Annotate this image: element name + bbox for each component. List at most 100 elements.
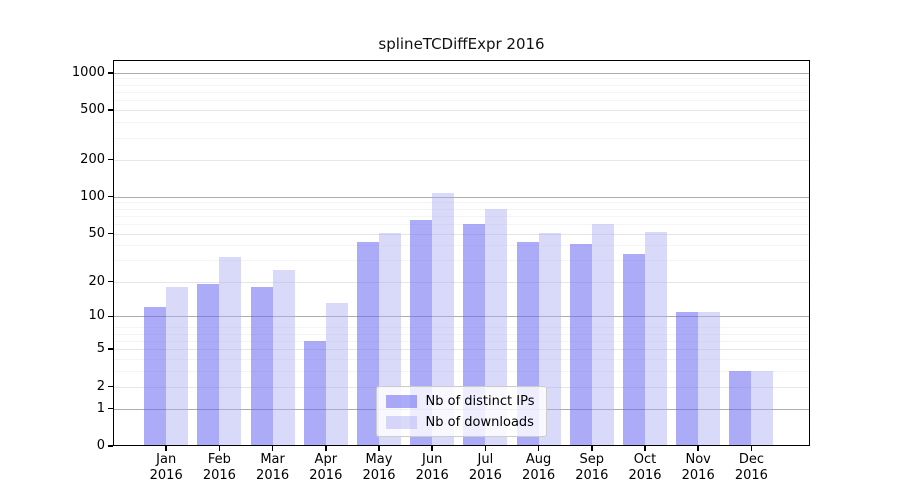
chart-title: splineTCDiffExpr 2016 [378, 35, 545, 53]
x-tick-month: May [365, 452, 393, 467]
y-gridline-minor [113, 78, 810, 80]
x-tick-year: 2016 [309, 468, 343, 483]
y-gridline-minor [113, 215, 810, 217]
x-tick-mark [165, 446, 167, 451]
y-gridline-minor [113, 202, 810, 204]
bar-jun-downloads [432, 192, 455, 446]
y-gridline-major [113, 196, 810, 198]
y-gridline-minor [113, 327, 810, 329]
y-gridline-minor [113, 100, 810, 102]
x-tick-label: Jan 2016 [131, 452, 201, 484]
y-tick-label: 500 [80, 102, 105, 118]
y-gridline-minor [113, 84, 810, 86]
y-gridline-minor [113, 122, 810, 124]
y-gridline [113, 281, 810, 283]
y-gridline-minor [113, 340, 810, 342]
y-tick-label: 0 [96, 438, 105, 453]
x-tick-label: Jul 2016 [450, 452, 520, 484]
bar-nov-distinct-ips [676, 311, 699, 446]
y-tick-label: 5 [96, 341, 105, 357]
x-tick-year: 2016 [628, 468, 662, 483]
y-tick-mark [108, 109, 113, 111]
y-gridline [113, 233, 810, 235]
x-tick-year: 2016 [202, 468, 236, 483]
y-gridline-minor [113, 223, 810, 225]
x-tick-label: Jun 2016 [397, 452, 467, 484]
legend: Nb of distinct IPs Nb of downloads [375, 386, 548, 437]
bar-oct-downloads [645, 231, 667, 446]
x-tick-year: 2016 [256, 468, 290, 483]
y-gridline-minor [113, 137, 810, 139]
y-tick-mark [108, 315, 113, 318]
x-tick-month: Dec [738, 452, 764, 467]
plot-area: Nb of distinct IPs Nb of downloads [113, 60, 810, 446]
x-tick-month: Apr [314, 452, 338, 467]
x-tick-label: Apr 2016 [291, 452, 361, 484]
y-gridline-minor [113, 371, 810, 373]
y-tick-label: 50 [88, 225, 105, 241]
bar-feb-distinct-ips [197, 284, 220, 446]
y-tick-mark [108, 280, 113, 283]
legend-item: Nb of distinct IPs [385, 392, 535, 410]
x-tick-mark [537, 446, 540, 451]
x-tick-label: May 2016 [344, 452, 414, 484]
legend-item: Nb of downloads [385, 413, 535, 431]
y-tick-label: 1 [96, 400, 105, 416]
legend-swatch-distinct-ips [385, 394, 417, 408]
bar-dec-downloads [751, 371, 774, 446]
y-tick-mark [108, 385, 113, 388]
y-tick-label: 1000 [71, 64, 105, 80]
bar-sep-distinct-ips [569, 244, 592, 446]
bar-feb-downloads [219, 257, 242, 446]
x-tick-year: 2016 [362, 468, 396, 483]
x-tick-month: Jun [422, 452, 443, 467]
y-gridline-minor [113, 260, 810, 262]
legend-label-distinct-ips: Nb of distinct IPs [425, 393, 535, 409]
y-tick-mark [108, 232, 113, 235]
x-tick-mark [484, 446, 487, 451]
bar-jan-distinct-ips [144, 307, 167, 446]
y-gridline [113, 159, 810, 161]
x-tick-year: 2016 [734, 468, 768, 483]
y-tick-mark [108, 72, 113, 74]
x-tick-month: Oct [633, 452, 657, 467]
y-gridline [113, 110, 810, 112]
x-tick-year: 2016 [149, 468, 183, 483]
bar-apr-distinct-ips [303, 340, 326, 446]
y-tick-label: 200 [80, 151, 105, 167]
x-tick-year: 2016 [468, 468, 502, 483]
y-gridline-major [113, 72, 810, 74]
bar-jan-downloads [166, 286, 189, 446]
x-tick-label: Feb 2016 [184, 452, 254, 484]
x-tick-month: Sep [579, 452, 605, 467]
x-tick-label: Aug 2016 [504, 452, 574, 484]
x-tick-mark [378, 446, 380, 451]
bar-sep-downloads [591, 223, 614, 446]
x-tick-label: Sep 2016 [557, 452, 627, 484]
y-gridline-minor [113, 333, 810, 335]
x-tick-mark [591, 446, 593, 451]
x-tick-label: Dec 2016 [716, 452, 786, 484]
y-tick-mark [108, 348, 113, 350]
x-tick-month: Jul [477, 452, 494, 467]
y-tick-mark [108, 407, 113, 410]
x-tick-year: 2016 [415, 468, 449, 483]
x-tick-mark [750, 446, 753, 451]
y-tick-label: 100 [80, 188, 105, 204]
x-tick-year: 2016 [522, 468, 556, 483]
y-tick-label: 20 [88, 273, 105, 289]
bar-may-distinct-ips [357, 241, 379, 446]
y-tick-label: 10 [88, 308, 105, 324]
y-tick-label: 2 [96, 378, 105, 394]
x-tick-mark [271, 446, 274, 451]
bar-apr-downloads [325, 303, 348, 446]
x-tick-year: 2016 [575, 468, 609, 483]
bar-mar-distinct-ips [250, 286, 273, 446]
y-gridline-minor [113, 208, 810, 210]
x-tick-month: Aug [525, 452, 552, 467]
bar-oct-distinct-ips [623, 253, 645, 446]
x-tick-mark [325, 446, 327, 451]
y-gridline-minor [113, 245, 810, 247]
x-tick-month: Feb [207, 452, 231, 467]
